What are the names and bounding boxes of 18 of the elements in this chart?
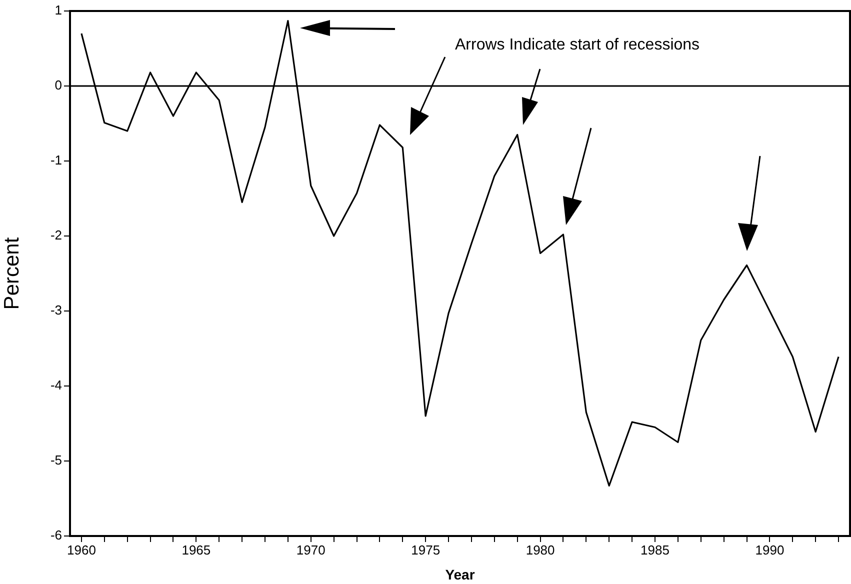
y-tick-label: -6 [50, 528, 62, 543]
x-axis-title: Year [445, 566, 476, 582]
annotation: Arrows Indicate start of recessions [455, 36, 700, 54]
y-axis-title: Percent [0, 237, 24, 310]
y-tick-label: -2 [50, 228, 62, 243]
y-tick-label: -3 [50, 302, 62, 318]
x-tick-label: 1960 [67, 542, 96, 558]
y-tick-label: -4 [50, 378, 62, 393]
x-tick-label: 1975 [411, 542, 440, 558]
y-tick-label: -5 [50, 452, 62, 468]
x-tick-label: 1965 [182, 542, 211, 558]
x-tick-label: 1990 [755, 542, 784, 558]
x-tick-label: 1980 [526, 542, 555, 558]
x-tick-label: 1970 [296, 542, 326, 558]
y-tick-label: 0 [54, 78, 62, 93]
y-tick-label: -1 [50, 152, 62, 168]
x-tick-label: 1985 [640, 542, 670, 558]
y-tick-label: 1 [54, 2, 62, 18]
